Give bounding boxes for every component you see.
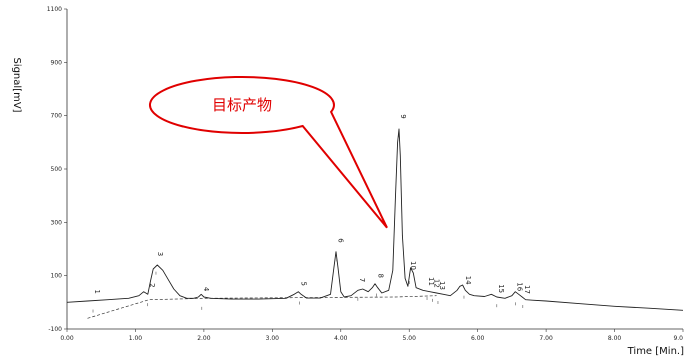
peak-label: 16: [515, 282, 523, 291]
callout: 目标产物: [149, 75, 388, 229]
axes: [66, 9, 683, 330]
x-tick-label: 4.00: [334, 335, 348, 342]
x-axis-ticks: 0.00 1.00 2.00 3.00 4.00 5.00 6.00 7.00 8.00 9.0: [60, 329, 684, 342]
x-tick-label: 9.0: [673, 335, 683, 342]
x-tick-label: 3.00: [266, 335, 280, 342]
y-tick-label: 100: [51, 273, 63, 280]
signal-trace: [66, 128, 684, 311]
y-tick-label: -100: [48, 326, 62, 333]
y-tick-label: 300: [51, 219, 63, 226]
x-tick-label: 0.00: [60, 335, 74, 342]
peak-label: 7: [358, 278, 366, 282]
peak-label: 5: [300, 282, 308, 286]
peak-label: 13: [438, 281, 446, 290]
y-tick-label: 900: [51, 59, 63, 66]
peak-label: 14: [464, 276, 472, 285]
x-axis-title: Time [Min.]: [627, 346, 684, 357]
peak-label: 6: [337, 238, 345, 243]
peak-label: 9: [399, 114, 407, 118]
y-tick-label: 700: [51, 113, 63, 120]
x-tick-label: 5.00: [403, 335, 417, 342]
peak-label: 4: [202, 287, 210, 292]
integration-baseline: [87, 295, 437, 319]
callout-bubble: [149, 75, 388, 229]
integration-baseline-layer: [87, 295, 437, 319]
peak-label: 1: [93, 290, 101, 294]
y-axis-title: Signal[mV]: [11, 57, 22, 112]
peak-label: 8: [376, 274, 384, 278]
peak-label: 10: [409, 261, 417, 270]
peak-label: 12: [433, 279, 441, 288]
peak-label: 11: [427, 277, 435, 286]
x-tick-label: 6.00: [471, 335, 485, 342]
peak-label: 15: [497, 284, 505, 293]
peak-label: 17: [523, 285, 531, 294]
x-tick-label: 1.00: [129, 335, 143, 342]
peak-label: 3: [156, 252, 164, 256]
x-tick-label: 7.00: [539, 335, 553, 342]
y-tick-label: 1100: [47, 6, 62, 13]
y-tick-label: 500: [51, 166, 63, 173]
y-axis-ticks: -100 100 300 500 700 900 1100: [47, 6, 67, 333]
trace-layer: [66, 128, 684, 311]
callout-text: 目标产物: [212, 96, 272, 114]
x-tick-label: 8.00: [608, 335, 622, 342]
peak-label: 2: [148, 283, 156, 287]
x-tick-label: 2.00: [197, 335, 211, 342]
